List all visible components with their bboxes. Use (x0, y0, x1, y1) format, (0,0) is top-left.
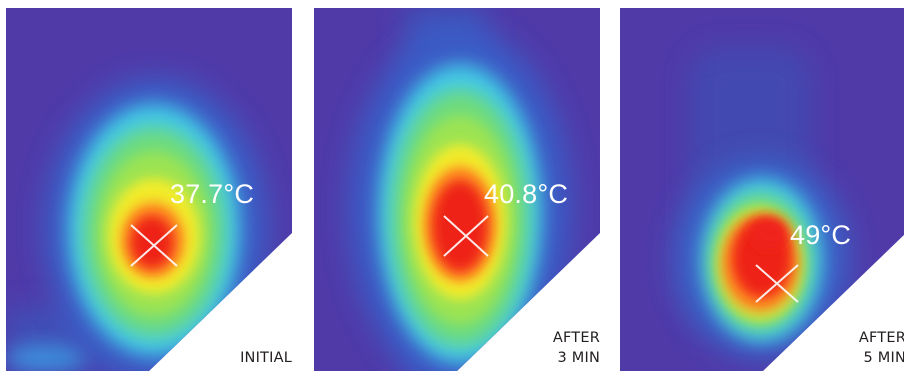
thermal-image-after-3-min (314, 8, 600, 371)
time-caption: AFTER 3 MIN (510, 328, 600, 368)
thermal-panel-after-5-min: 49°C AFTER 5 MIN (620, 8, 904, 371)
crosshair-marker (755, 264, 799, 303)
caption-line: 5 MIN (863, 350, 904, 366)
thermal-image-after-5-min (620, 8, 904, 371)
caption-line: AFTER (858, 330, 904, 346)
temperature-reading: 49°C (790, 220, 852, 250)
crosshair-marker (443, 215, 489, 257)
caption-line: INITIAL (240, 350, 292, 366)
time-caption: INITIAL (202, 348, 292, 368)
caption-line: 3 MIN (557, 350, 600, 366)
thermal-panel-after-3-min: 40.8°C AFTER 3 MIN (314, 8, 600, 371)
thermal-image-initial (6, 8, 292, 371)
thermal-panel-initial: 37.7°C INITIAL (6, 8, 292, 371)
caption-line: AFTER (552, 330, 600, 346)
crosshair-marker (130, 224, 178, 267)
temperature-reading: 40.8°C (484, 179, 569, 209)
temperature-reading: 37.7°C (170, 179, 255, 209)
time-caption: AFTER 5 MIN (816, 328, 904, 368)
